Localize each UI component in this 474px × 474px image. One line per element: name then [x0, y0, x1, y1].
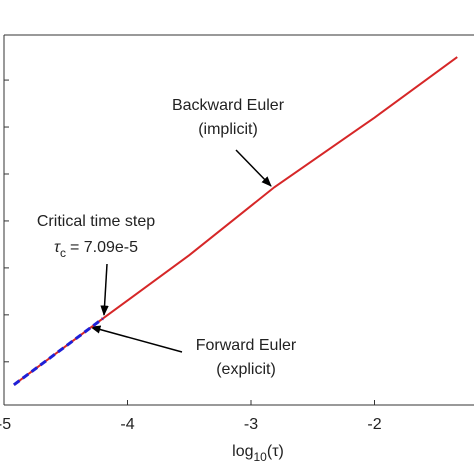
arrow [100, 263, 109, 317]
x-label-part: log [232, 443, 253, 460]
annotation: Backward Euler [172, 97, 285, 114]
x-label-part: (τ) [267, 443, 284, 460]
subscript: c [60, 246, 66, 260]
annotation: Forward Euler [196, 337, 297, 354]
x-label-sub: 10 [254, 450, 268, 464]
value: = 7.09e-5 [70, 239, 138, 256]
arrow [235, 149, 272, 187]
x-tick-label: -2 [367, 416, 381, 433]
x-axis-label: log10(τ) [232, 443, 284, 464]
arrow [89, 325, 183, 353]
x-tick-label: -4 [120, 416, 134, 433]
annotation: τc = 7.09e-5 [54, 239, 138, 260]
symbol: τ [54, 239, 61, 256]
annotation: (explicit) [216, 361, 276, 378]
annotation: (implicit) [198, 121, 258, 138]
series-line [12, 317, 104, 387]
x-tick-label: -3 [244, 416, 258, 433]
x-tick-label: -5 [0, 416, 11, 433]
annotation: Critical time step [37, 213, 155, 230]
